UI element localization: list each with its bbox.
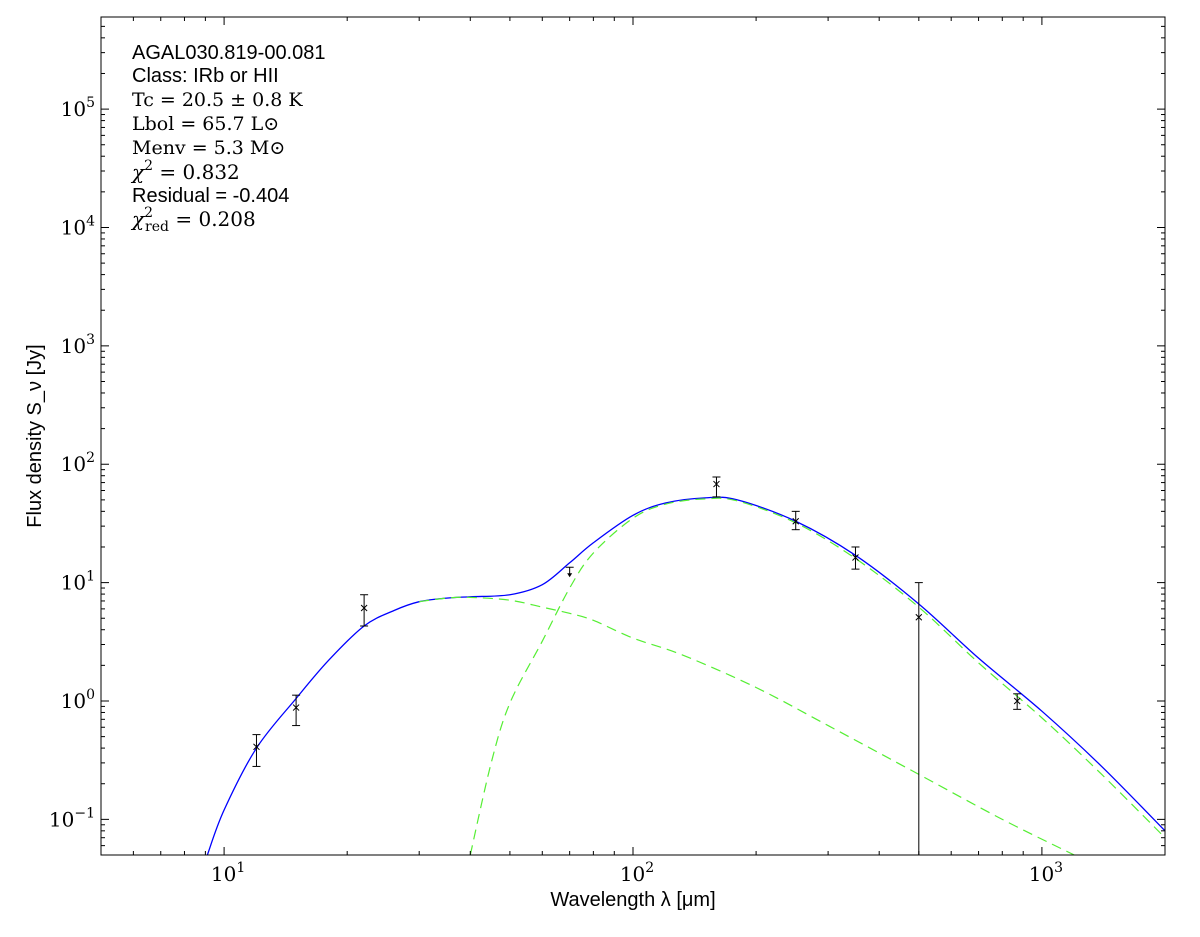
- point-marker: [360, 604, 368, 612]
- point-marker: [713, 480, 720, 488]
- y-tick-label: 103: [61, 332, 95, 358]
- upper-limit-arrow: [567, 573, 573, 578]
- x-tick-label: 101: [211, 860, 245, 886]
- data-point: [712, 476, 721, 498]
- component-curve-2: [419, 596, 1075, 855]
- y-axis-label: Flux density S_ν [Jy]: [24, 344, 46, 527]
- data-point: [292, 694, 301, 727]
- x-tick-label: 102: [620, 860, 654, 886]
- y-tick-label: 102: [61, 450, 95, 476]
- fit-annotations: AGAL030.819-00.081 Class: IRb or HII Tc …: [130, 42, 326, 235]
- data-point: [1013, 693, 1022, 710]
- annotation-residual: Residual = -0.404: [132, 185, 289, 207]
- data-point: [360, 594, 369, 627]
- data-point: [252, 734, 261, 767]
- annotation-chi2: χ2 = 0.832: [130, 158, 240, 184]
- axis-ticks: 101 102 103 10−1 100 101 102 103 104 105: [49, 16, 1166, 886]
- y-tick-label: 105: [61, 95, 95, 121]
- annotation-tc: Tc = 20.5 ± 0.8 K: [132, 89, 303, 111]
- data-point: [914, 582, 923, 855]
- x-axis-label: Wavelength λ [μm]: [550, 889, 715, 911]
- point-marker: [292, 704, 300, 711]
- annotation-lbol: Lbol = 65.7 L⊙: [132, 113, 279, 135]
- y-tick-label: 10−1: [49, 805, 95, 831]
- data-point: [851, 546, 860, 570]
- y-tick-label: 100: [61, 687, 95, 713]
- y-tick-label: 104: [61, 213, 95, 239]
- annotation-chi2red: χ2 red = 0.208: [130, 205, 256, 235]
- data-point: [791, 510, 800, 531]
- data-points: [252, 476, 1022, 855]
- annotation-source: AGAL030.819-00.081: [132, 42, 326, 64]
- point-marker: [852, 554, 859, 561]
- data-point: [565, 566, 574, 578]
- annotation-class: Class: IRb or HII: [132, 65, 279, 87]
- x-tick-label: 103: [1029, 860, 1063, 886]
- point-marker: [253, 743, 260, 751]
- point-marker: [915, 613, 923, 621]
- point-marker: [1013, 697, 1021, 705]
- y-tick-label: 101: [61, 569, 95, 595]
- component-curve-1: [469, 497, 1165, 855]
- model-curves: [206, 496, 1165, 855]
- point-marker: [792, 517, 800, 525]
- annotation-menv: Menv = 5.3 M⊙: [132, 137, 285, 159]
- total-model-curve: [206, 496, 1165, 855]
